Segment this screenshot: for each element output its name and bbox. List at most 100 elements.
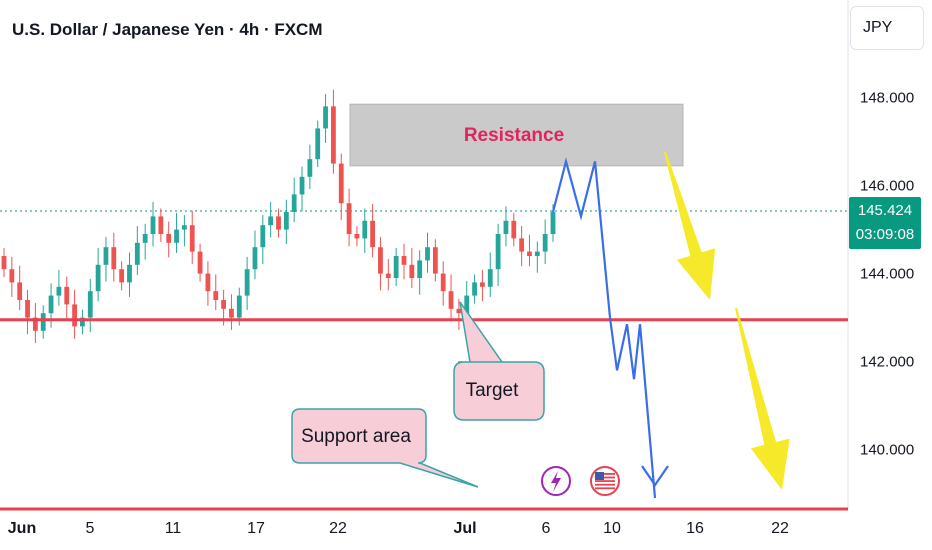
flag-stripe [595, 487, 615, 490]
candle-body [64, 286, 70, 305]
candle-body [48, 295, 54, 314]
candle-body [72, 304, 77, 327]
candle-body [503, 220, 509, 234]
candle-body [40, 313, 46, 331]
candle-body [142, 234, 148, 243]
candle-body [158, 216, 164, 234]
candle-body [534, 251, 540, 256]
x-tick-label: 11 [165, 520, 182, 537]
candle-body [127, 264, 132, 283]
x-tick-label: Jun [8, 520, 36, 537]
x-tick-label: 5 [86, 520, 95, 537]
x-tick-label: 22 [771, 520, 789, 537]
candle-body [487, 269, 493, 287]
candle-body [236, 295, 242, 318]
candle-body [205, 273, 211, 292]
yellow-arrow-upper [664, 151, 716, 300]
candle-body [221, 300, 226, 309]
candle-body [189, 225, 195, 252]
candle-body [495, 234, 501, 270]
flag-stripe [595, 480, 615, 482]
candle-body [425, 247, 430, 261]
candle-body [511, 220, 517, 239]
candle-body [432, 247, 438, 274]
candle-body [385, 273, 391, 278]
candle-body [150, 216, 156, 234]
flag-stripe [595, 483, 615, 486]
candle-body [527, 251, 532, 256]
candle-body [456, 308, 462, 314]
candle-body [299, 176, 305, 195]
candle-body [95, 264, 101, 292]
target-callout [453, 301, 545, 421]
candle-body [80, 317, 85, 327]
candle-body [464, 295, 470, 314]
support-callout [291, 408, 479, 488]
candle-body [378, 247, 383, 274]
flag-stripe [595, 473, 615, 475]
candle-body [448, 291, 454, 309]
chart-title: U.S. Dollar / Japanese Yen · 4h · FXCM [12, 20, 323, 39]
candle-body [346, 203, 352, 234]
resistance-zone [349, 103, 684, 167]
candle-body [134, 242, 140, 265]
target-label: Target [466, 380, 520, 401]
x-tick-label: Jul [453, 520, 476, 537]
candle-body [268, 216, 274, 226]
candle-body [17, 282, 23, 300]
projection-path [551, 157, 657, 499]
currency-label: JPY [863, 19, 893, 36]
candle-body [166, 234, 172, 243]
candle-body [32, 317, 38, 331]
y-tick-label: 142.000 [860, 354, 914, 371]
candle-body [362, 220, 368, 239]
candle-body [315, 128, 321, 160]
candle-body [440, 273, 446, 292]
x-tick-label: 6 [542, 520, 551, 537]
current-price-label: 145.424 [858, 202, 912, 219]
candle-body [111, 247, 117, 270]
flag-stripe [595, 476, 615, 479]
candle-body [87, 291, 93, 318]
price-tag [849, 196, 921, 249]
candle-body [260, 225, 266, 248]
candle-body [354, 234, 360, 239]
x-tick-label: 22 [329, 520, 347, 537]
candle-body [472, 282, 477, 296]
y-tick-label: 148.000 [860, 90, 914, 107]
candle-body [276, 216, 281, 230]
lightning-bolt-icon [551, 471, 561, 492]
candle-body [213, 291, 219, 300]
candle-body [9, 269, 15, 283]
candle-body [174, 229, 179, 243]
candle-body [393, 256, 399, 278]
yellow-arrow-lower [735, 307, 790, 490]
support-label: Support area [301, 426, 411, 447]
flag-canton [595, 472, 604, 480]
candle-countdown-label: 03:09:08 [856, 226, 914, 243]
candle-body [103, 247, 109, 265]
x-tick-label: 17 [247, 520, 265, 537]
projection-arrowhead [641, 465, 669, 487]
currency-selector[interactable]: JPY [850, 6, 924, 50]
candle-body [229, 308, 234, 318]
x-tick-label: 16 [686, 520, 704, 537]
x-tick-label: 10 [603, 520, 621, 537]
candle-body [401, 256, 407, 265]
candle-body [323, 106, 328, 129]
candle-body [550, 212, 556, 234]
resistance-label: Resistance [464, 125, 564, 146]
candle-body [119, 269, 125, 283]
candle-body [1, 256, 7, 270]
candle-body [56, 286, 62, 296]
candle-body [291, 194, 297, 212]
y-tick-label: 146.000 [860, 178, 914, 195]
candle-body [197, 251, 203, 274]
candle-body [244, 269, 250, 296]
y-tick-label: 140.000 [860, 442, 914, 459]
candle-body [519, 238, 525, 252]
candle-body [252, 247, 258, 270]
candle-body [181, 225, 187, 230]
candle-body [331, 106, 336, 164]
